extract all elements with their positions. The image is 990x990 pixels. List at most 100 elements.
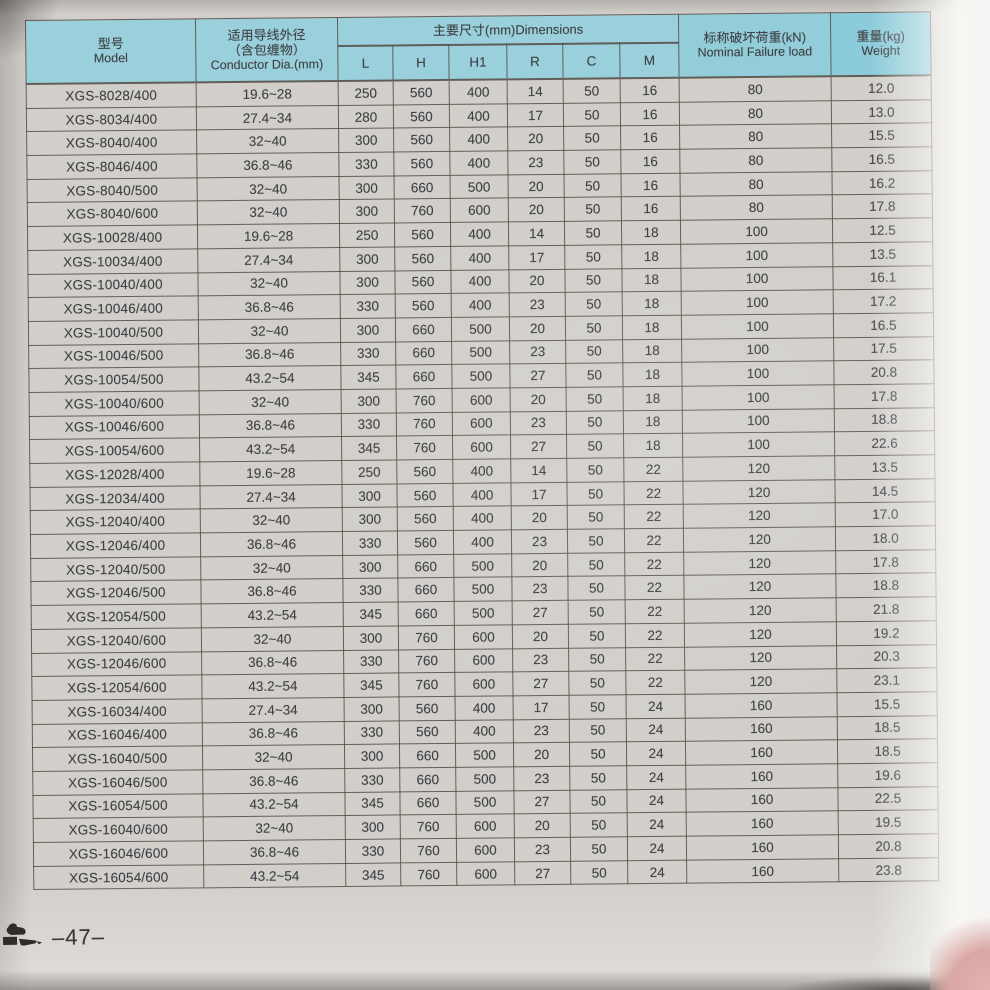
cell-M: 22 (625, 599, 685, 624)
cell-L: 250 (341, 459, 397, 485)
cell-H1: 500 (454, 600, 513, 626)
cell-R: 23 (512, 647, 569, 673)
cell-L: 250 (338, 80, 394, 106)
cell-M: 24 (627, 859, 687, 885)
table-header: 型号 Model 适用导线外径 （含包缠物） Conductor Dia.(mm… (25, 11, 932, 84)
cell-H: 760 (396, 412, 453, 437)
cell-H1: 400 (453, 506, 512, 531)
cell-weight: 12.0 (831, 75, 932, 101)
cell-weight: 20.8 (833, 360, 935, 385)
cell-weight: 21.8 (836, 596, 937, 622)
cell-conductor-dia: 43.2~54 (198, 365, 342, 391)
cell-failure-load: 160 (686, 811, 839, 837)
cell-H: 560 (399, 719, 456, 745)
cell-model: XGS-12046/500 (30, 580, 202, 606)
cell-C: 50 (569, 718, 627, 743)
cell-conductor-dia: 27.4~34 (202, 697, 345, 723)
header-dim-M: M (619, 42, 680, 79)
cell-H: 560 (394, 246, 451, 271)
cell-R: 20 (511, 505, 568, 530)
cell-H1: 600 (456, 814, 515, 839)
cell-model: XGS-12054/500 (31, 603, 202, 630)
cell-H1: 600 (456, 861, 515, 886)
cell-M: 16 (620, 125, 680, 150)
cell-weight: 17.8 (832, 194, 933, 219)
cell-R: 20 (513, 742, 570, 767)
cell-L: 300 (343, 625, 399, 650)
cell-H1: 500 (455, 743, 514, 768)
cell-model: XGS-16046/500 (32, 769, 203, 796)
cell-H: 760 (400, 814, 457, 839)
cell-conductor-dia: 32~40 (201, 626, 344, 652)
cell-M: 22 (624, 551, 684, 577)
cell-H: 560 (395, 293, 452, 318)
cell-M: 22 (623, 480, 684, 506)
cell-R: 27 (509, 363, 567, 388)
cell-M: 24 (626, 717, 686, 743)
cell-H: 560 (393, 104, 450, 129)
header-dim-C: C (562, 43, 621, 79)
cell-C: 50 (568, 599, 626, 625)
cell-M: 18 (622, 291, 682, 316)
cell-L: 300 (344, 744, 400, 769)
header-dimensions-label: 主要尺寸(mm)Dimensions (432, 21, 584, 39)
cell-conductor-dia: 43.2~54 (201, 602, 344, 628)
cell-L: 300 (342, 507, 398, 532)
cell-C: 50 (565, 363, 624, 388)
cell-model: XGS-10054/500 (28, 367, 200, 393)
cell-M: 24 (626, 694, 686, 719)
cell-R: 17 (513, 695, 570, 720)
cell-M: 18 (621, 244, 681, 269)
cell-C: 50 (566, 457, 624, 483)
cell-L: 330 (340, 294, 396, 319)
cell-M: 24 (626, 788, 687, 814)
cell-H1: 500 (451, 316, 510, 341)
cell-H: 660 (395, 364, 453, 389)
cell-H1: 600 (452, 435, 511, 460)
cell-failure-load: 100 (681, 337, 834, 363)
header-conductor-zh2: （含包缠物） (227, 41, 306, 58)
header-dim-L: L (337, 45, 394, 81)
cell-M: 18 (623, 433, 683, 458)
cell-conductor-dia: 32~40 (203, 815, 346, 841)
cell-H1: 400 (452, 458, 511, 484)
cell-C: 50 (569, 765, 627, 790)
cell-M: 24 (626, 741, 686, 766)
cell-conductor-dia: 36.8~46 (200, 578, 344, 604)
cell-H: 660 (397, 554, 454, 579)
cell-C: 50 (567, 505, 625, 530)
cell-model: XGS-16040/500 (32, 746, 203, 772)
cell-failure-load: 100 (680, 242, 833, 268)
cell-R: 23 (510, 410, 567, 436)
cell-C: 50 (563, 126, 621, 151)
header-dim-H1: H1 (448, 44, 508, 80)
cell-model: XGS-8034/400 (26, 106, 197, 132)
cell-L: 300 (339, 270, 396, 295)
cell-conductor-dia: 32~40 (197, 199, 340, 225)
cell-H1: 600 (452, 411, 511, 436)
table-body: XGS-8028/400 19.6~28 250 560 400 14 50 16 80 12.0… (26, 75, 939, 890)
cell-model: XGS-8046/400 (26, 153, 198, 180)
cell-L: 330 (342, 578, 399, 603)
cell-H1: 600 (454, 672, 514, 697)
cell-R: 23 (507, 150, 565, 175)
cell-H: 560 (396, 459, 453, 484)
cell-model: XGS-10040/400 (27, 272, 199, 298)
cell-failure-load: 80 (679, 100, 832, 126)
cell-M: 24 (627, 812, 687, 837)
cell-model: XGS-16054/600 (33, 864, 204, 890)
cell-failure-load: 80 (680, 195, 833, 221)
cell-C: 50 (563, 102, 621, 127)
cell-failure-load: 100 (682, 408, 835, 434)
header-dimensions: 主要尺寸(mm)Dimensions (337, 14, 679, 46)
cell-H: 760 (396, 435, 453, 460)
cell-weight: 18.5 (837, 715, 938, 740)
cell-R: 27 (510, 434, 567, 459)
cell-L: 300 (338, 128, 394, 153)
cell-R: 17 (510, 482, 568, 507)
cell-conductor-dia: 32~40 (200, 555, 343, 581)
cell-C: 50 (566, 410, 624, 435)
cell-H1: 500 (450, 174, 509, 199)
cell-C: 50 (565, 291, 623, 317)
cell-C: 50 (564, 268, 623, 293)
